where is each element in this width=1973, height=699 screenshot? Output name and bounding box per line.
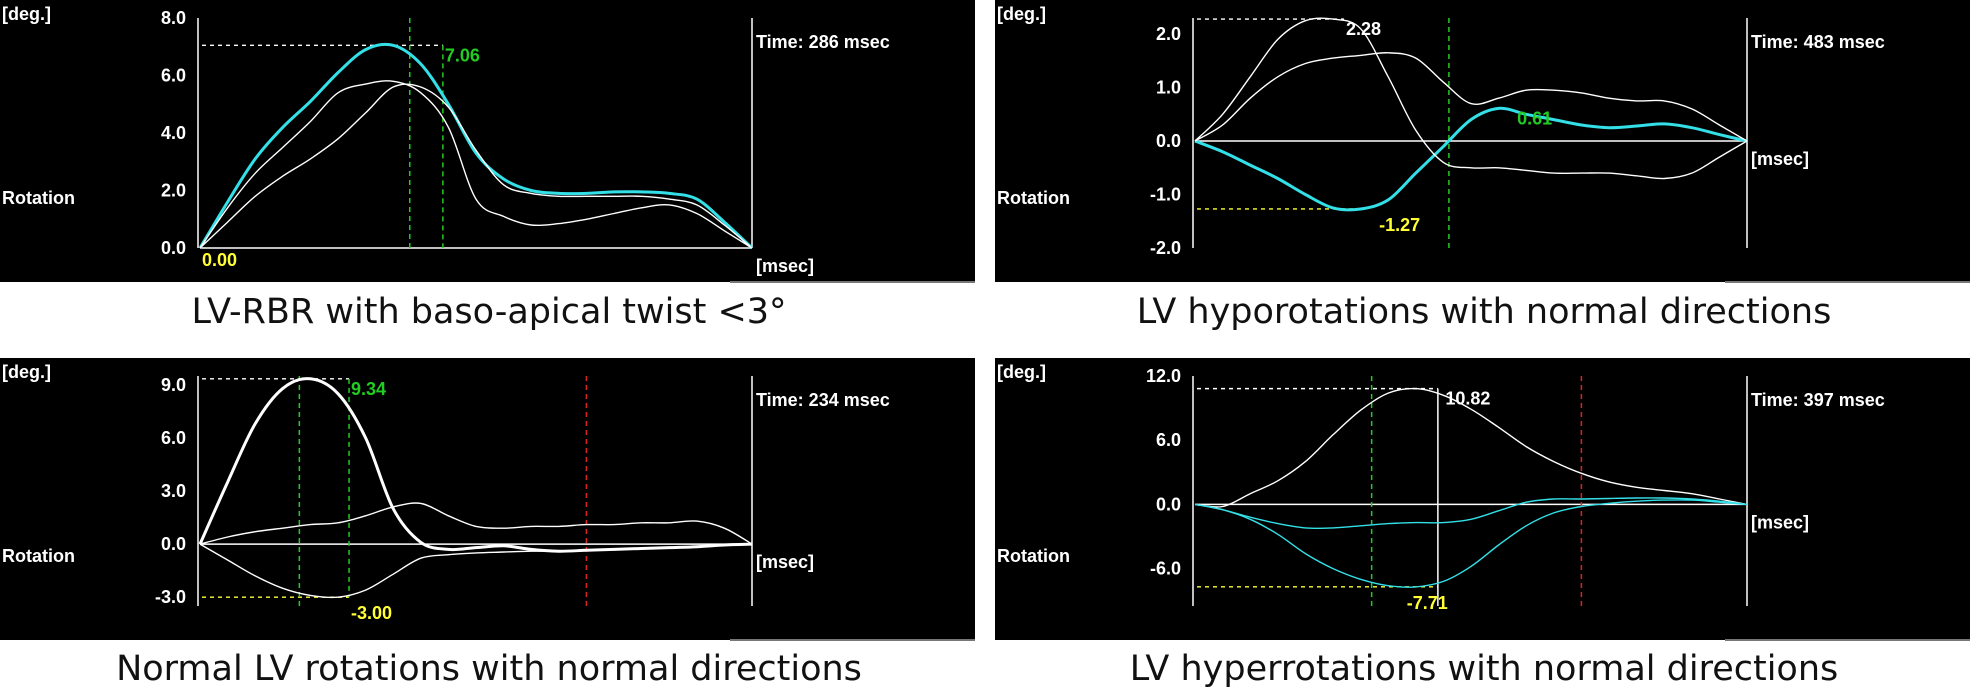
chart-panel-4: -6.0 0.0 6.0 12.0 10.82 -7.71 [deg.] Rotation Ti… [995, 358, 1973, 643]
y-tick-label: 0.0 [161, 534, 186, 554]
unit-label: [deg.] [2, 362, 51, 382]
value-annotation: 7.06 [445, 45, 480, 65]
y-tick-label: -3.0 [155, 587, 186, 607]
rotation-series-line-2 [1194, 17, 1748, 180]
y-tick-label: 0.0 [1156, 494, 1181, 514]
y-tick-label: 6.0 [161, 66, 186, 86]
rotation-chart-2: -2.0 -1.0 0.0 1.0 2.0 2.28 -1.27 0.61 [deg.] Rota… [995, 0, 1970, 283]
value-annotation: 0.61 [1517, 108, 1552, 128]
y-tick-label: 6.0 [1156, 430, 1181, 450]
rotation-series-line-1 [1194, 387, 1748, 508]
time-label: Time: 286 msec [756, 32, 890, 52]
y-tick-label: -2.0 [1150, 238, 1181, 258]
chart-caption-4: LV hyperrotations with normal directions [1129, 649, 1839, 689]
chart-background [995, 358, 1970, 640]
y-axis-label: Rotation [2, 546, 75, 566]
y-tick-label: 3.0 [161, 481, 186, 501]
chart-background [0, 358, 975, 640]
rotation-series-line-2 [199, 502, 753, 545]
unit-label: [deg.] [2, 4, 51, 24]
rotation-series-line-3 [199, 543, 753, 599]
rotation-chart-4: -6.0 0.0 6.0 12.0 10.82 -7.71 [deg.] Rotation Ti… [995, 358, 1970, 641]
rotation-series-line-3 [1194, 52, 1748, 142]
chart-caption-1: LV-RBR with baso-apical twist <3° [191, 292, 787, 332]
rotation-series-line-2 [199, 80, 753, 249]
x-axis-unit-label: [msec] [756, 256, 814, 276]
y-tick-label: 9.0 [161, 375, 186, 395]
value-annotation: 9.34 [351, 379, 386, 399]
chart-panel-3: -3.0 0.0 3.0 6.0 9.0 9.34 -3.00 [deg.] Rotation T… [0, 358, 978, 643]
rotation-chart-1: 0.0 2.0 4.0 6.0 8.0 7.06 0.00 [deg.] Rotation Tim… [0, 0, 975, 283]
value-annotation: 2.28 [1346, 19, 1381, 39]
value-annotation: -7.71 [1407, 593, 1448, 613]
value-annotation: 10.82 [1445, 389, 1490, 409]
chart-caption-2: LV hyporotations with normal directions [1136, 292, 1832, 332]
rotation-series-line-2 [1194, 499, 1748, 588]
unit-label: [deg.] [997, 362, 1046, 382]
y-tick-label: -1.0 [1150, 185, 1181, 205]
y-tick-label: 12.0 [1146, 366, 1181, 386]
y-tick-label: 2.0 [1156, 24, 1181, 44]
value-annotation: -1.27 [1379, 215, 1420, 235]
value-annotation: 0.00 [202, 250, 237, 270]
y-tick-label: 0.0 [161, 238, 186, 258]
rotation-series-line-3 [1194, 497, 1748, 530]
x-axis-unit-label: [msec] [1751, 512, 1809, 532]
y-axis-label: Rotation [997, 546, 1070, 566]
chart-background [0, 0, 975, 282]
y-axis-label: Rotation [997, 188, 1070, 208]
value-annotation: -3.00 [351, 603, 392, 623]
chart-caption-3: Normal LV rotations with normal directio… [116, 649, 862, 689]
y-tick-label: 4.0 [161, 123, 186, 143]
chart-panel-1: 0.0 2.0 4.0 6.0 8.0 7.06 0.00 [deg.] Rotation Tim… [0, 0, 978, 285]
rotation-series-line-3 [199, 83, 753, 249]
rotation-chart-3: -3.0 0.0 3.0 6.0 9.0 9.34 -3.00 [deg.] Rotation T… [0, 358, 975, 641]
time-label: Time: 483 msec [1751, 32, 1885, 52]
time-label: Time: 397 msec [1751, 390, 1885, 410]
chart-panel-2: -2.0 -1.0 0.0 1.0 2.0 2.28 -1.27 0.61 [deg.] Rota… [995, 0, 1973, 285]
y-tick-label: 8.0 [161, 8, 186, 28]
y-tick-label: 1.0 [1156, 78, 1181, 98]
rotation-series-line-1 [198, 42, 754, 250]
x-axis-unit-label: [msec] [1751, 149, 1809, 169]
y-tick-label: 6.0 [161, 428, 186, 448]
y-axis-label: Rotation [2, 188, 75, 208]
rotation-series-line-1 [1194, 106, 1748, 212]
y-tick-label: 2.0 [161, 181, 186, 201]
y-tick-label: 0.0 [1156, 131, 1181, 151]
unit-label: [deg.] [997, 4, 1046, 24]
y-tick-label: -6.0 [1150, 559, 1181, 579]
x-axis-unit-label: [msec] [756, 552, 814, 572]
time-label: Time: 234 msec [756, 390, 890, 410]
